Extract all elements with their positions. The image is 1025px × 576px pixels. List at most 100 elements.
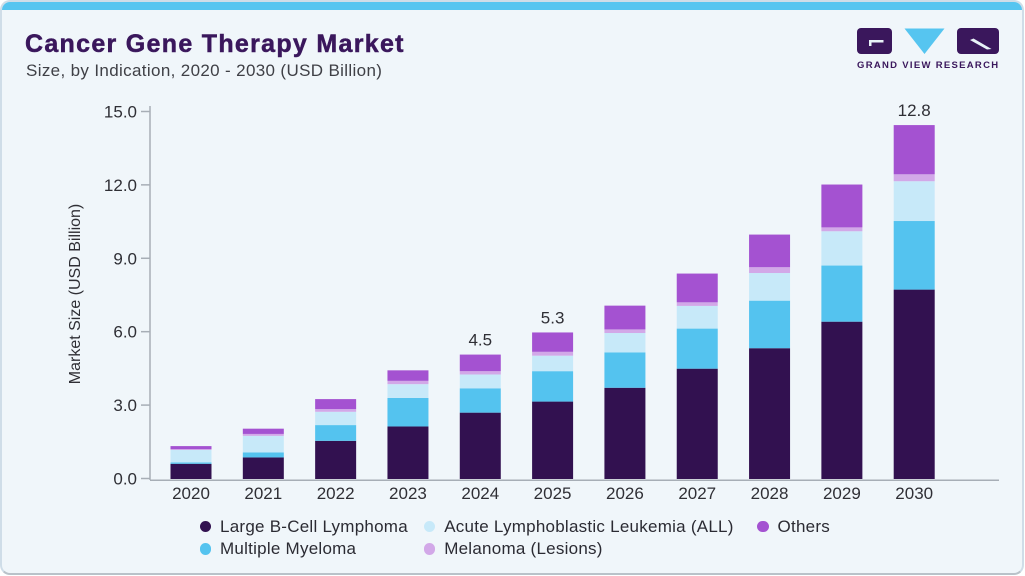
- bar-segment: [315, 425, 357, 441]
- bar-segment: [242, 433, 284, 436]
- bar-segment: [242, 452, 284, 458]
- logo-text: GRAND VIEW RESEARCH: [857, 60, 1000, 71]
- legend-dot-icon: [199, 520, 211, 533]
- bar-segment: [676, 368, 718, 479]
- logo-shapes: [857, 28, 999, 55]
- svg-text:0.0: 0.0: [113, 470, 137, 489]
- bar-segment: [749, 267, 791, 274]
- bar-segment: [604, 352, 646, 388]
- x-axis-label: 2027: [678, 484, 716, 503]
- bar-segment: [387, 384, 429, 398]
- legend-label: Acute Lymphoblastic Leukemia (ALL): [444, 516, 734, 536]
- bar-segment: [893, 125, 935, 175]
- bar-segment: [749, 234, 791, 268]
- bar-segment: [676, 305, 718, 329]
- brand-logo: GRAND VIEW RESEARCH: [857, 28, 999, 71]
- bar-segment: [459, 388, 501, 413]
- legend-label: Others: [777, 516, 831, 536]
- legend-dot-icon: [757, 520, 769, 533]
- x-axis-label: 2028: [751, 484, 789, 503]
- bar-segment: [242, 435, 284, 453]
- legend-label: Large B-Cell Lymphoma: [220, 516, 408, 536]
- bar-segment: [459, 354, 501, 372]
- bar-segment: [315, 411, 357, 426]
- x-axis-label: 2021: [244, 484, 282, 503]
- bar-segment: [170, 449, 212, 450]
- x-axis-label: 2025: [534, 484, 572, 503]
- svg-text:3.0: 3.0: [113, 396, 137, 415]
- legend-item: Others: [757, 517, 830, 537]
- bar-segment: [749, 348, 791, 479]
- bar-segment: [821, 231, 863, 266]
- bar-segment: [242, 428, 284, 434]
- svg-text:15.0: 15.0: [104, 102, 137, 121]
- bar-segment: [170, 463, 212, 479]
- svg-text:9.0: 9.0: [113, 249, 137, 268]
- logo-g-icon: [857, 28, 892, 54]
- x-axis-label: 2020: [172, 484, 210, 503]
- legend-item: Melanoma (Lesions): [423, 539, 603, 559]
- x-axis-label: 2022: [317, 484, 355, 503]
- bar-segment: [532, 401, 574, 479]
- bar-segment: [170, 449, 212, 463]
- bar-total-label: 5.3: [541, 308, 565, 327]
- bar-segment: [387, 426, 429, 479]
- bar-segment: [821, 184, 863, 228]
- bar-segment: [749, 300, 791, 349]
- bar-segment: [459, 412, 501, 479]
- bar-segment: [676, 273, 718, 303]
- x-axis-label: 2029: [823, 484, 861, 503]
- bar-segment: [532, 332, 574, 352]
- bar-segment: [676, 302, 718, 306]
- legend-dot-icon: [423, 520, 436, 533]
- x-axis-label: 2030: [895, 484, 933, 503]
- bar-segment: [170, 446, 212, 450]
- legend-label: Melanoma (Lesions): [444, 539, 603, 558]
- legend-dot-icon: [199, 543, 211, 555]
- bar-segment: [459, 374, 501, 389]
- svg-text:12.0: 12.0: [104, 176, 137, 195]
- bar-segment: [821, 265, 863, 322]
- x-axis-label: 2023: [389, 484, 427, 503]
- logo-v-icon: [904, 28, 945, 54]
- bar-segment: [893, 221, 935, 290]
- bar-segment: [676, 328, 718, 369]
- bar-segment: [893, 181, 935, 222]
- bar-segment: [459, 371, 501, 375]
- bar-total-label: 12.8: [898, 101, 931, 120]
- bar-segment: [604, 387, 646, 479]
- bar-segment: [821, 227, 863, 232]
- bar-total-label: 4.5: [468, 331, 492, 350]
- bar-segment: [532, 351, 574, 356]
- bar-segment: [893, 289, 935, 479]
- legend-item: Multiple Myeloma: [199, 539, 357, 559]
- page-title: Cancer Gene Therapy Market: [25, 30, 405, 59]
- svg-text:6.0: 6.0: [113, 323, 137, 342]
- bar-segment: [893, 174, 935, 182]
- bar-segment: [604, 329, 646, 334]
- bar-segment: [749, 273, 791, 301]
- svg-text:Market Size (USD Billion): Market Size (USD Billion): [67, 204, 84, 384]
- accent-strip: [2, 2, 1022, 10]
- x-axis-label: 2024: [461, 484, 499, 503]
- bar-segment: [242, 457, 284, 479]
- bar-segment: [315, 399, 357, 410]
- legend-item: Large B-Cell Lymphoma: [199, 516, 408, 537]
- legend-label: Multiple Myeloma: [220, 539, 357, 558]
- page-subtitle: Size, by Indication, 2020 - 2030 (USD Bi…: [26, 61, 383, 80]
- bar-segment: [532, 355, 574, 372]
- logo-r-icon: [957, 28, 999, 54]
- bar-segment: [315, 440, 357, 479]
- bar-segment: [387, 370, 429, 381]
- bar-segment: [315, 409, 357, 412]
- bar-segment: [170, 462, 212, 464]
- bar-segment: [532, 371, 574, 402]
- bar-segment: [387, 397, 429, 427]
- bar-segment: [387, 380, 429, 385]
- legend-dot-icon: [423, 543, 436, 555]
- bar-segment: [604, 333, 646, 353]
- x-axis-label: 2026: [606, 484, 644, 503]
